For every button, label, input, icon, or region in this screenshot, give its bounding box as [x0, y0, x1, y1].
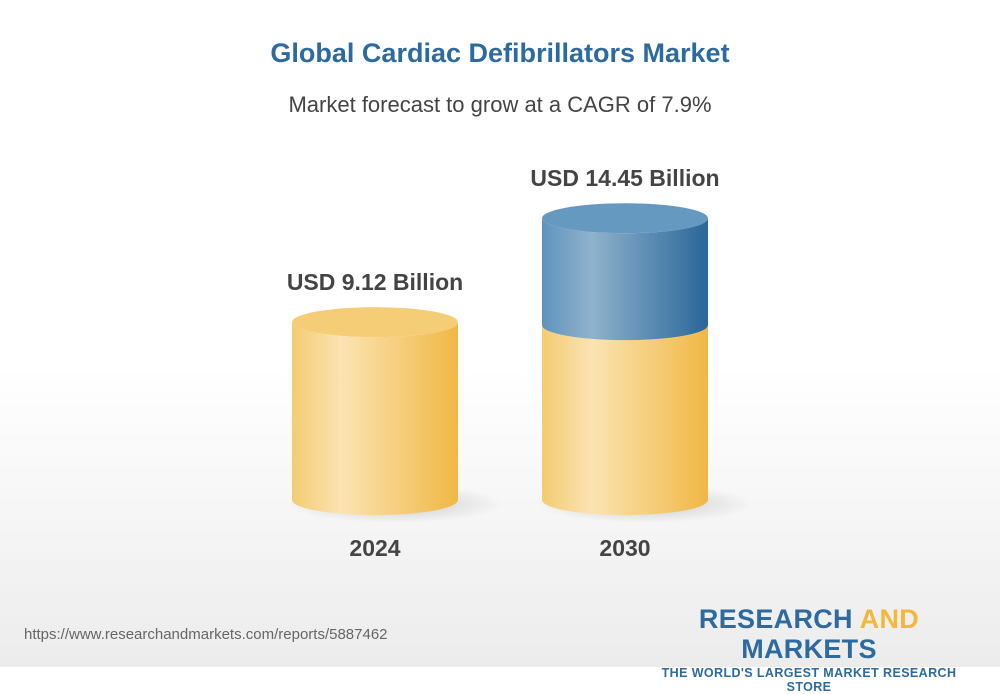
chart-title: Global Cardiac Defibrillators Market — [270, 38, 730, 68]
cylinder-base-segment-2030 — [542, 325, 708, 515]
cylinder-top-2030 — [542, 203, 708, 234]
cylinder-growth-segment-2030 — [542, 218, 708, 341]
x-tick-label: 2024 — [349, 535, 400, 561]
chart-subtitle: Market forecast to grow at a CAGR of 7.9… — [288, 92, 712, 117]
research-and-markets-logo: RESEARCH AND MARKETS THE WORLD'S LARGEST… — [661, 604, 957, 694]
data-label: USD 9.12 Billion — [287, 269, 463, 295]
x-tick-label: 2030 — [599, 535, 650, 561]
data-label: USD 14.45 Billion — [530, 165, 719, 191]
cylinder-chart: USD 9.12 Billion 2024 USD 14.45 Billion 203… — [287, 165, 753, 561]
cylinder-body-2024 — [292, 322, 458, 515]
source-url[interactable]: https://www.researchandmarkets.com/repor… — [24, 626, 388, 643]
cylinder-top-2024 — [292, 307, 458, 338]
